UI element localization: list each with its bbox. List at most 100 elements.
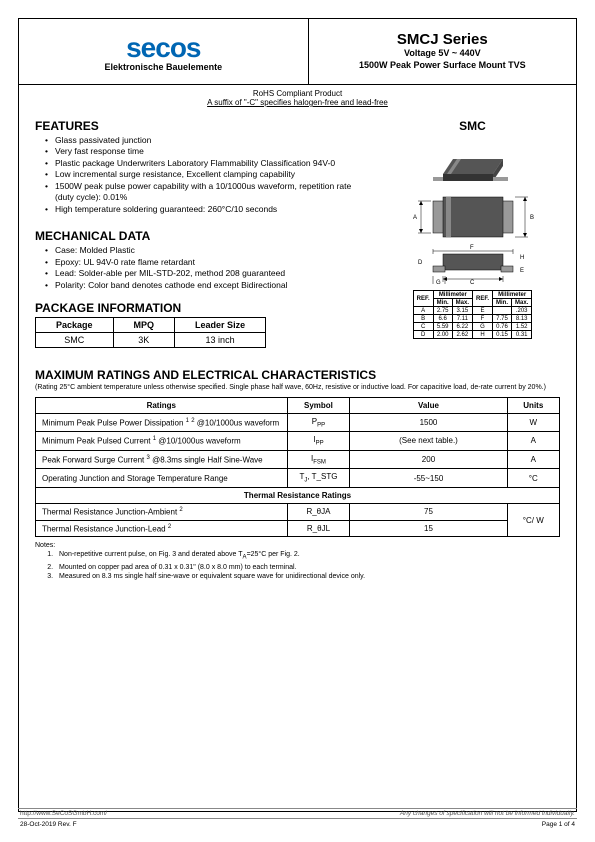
dim-cell: 2.75: [433, 307, 452, 315]
dim-cell: 8.13: [512, 315, 532, 323]
dim-cell: [493, 307, 512, 315]
pkg-td-2: 13 inch: [175, 333, 266, 348]
series-title: SMCJ Series: [397, 31, 488, 48]
svg-text:E: E: [520, 268, 524, 274]
dim-cell: 0.76: [493, 323, 512, 331]
rating-value: 200: [350, 450, 507, 469]
footer-rev: 28-Oct-2019 Rev. F: [20, 821, 77, 828]
note-item: Mounted on copper pad area of 0.31 x 0.3…: [55, 563, 560, 572]
feature-item: Low incremental surge resistance, Excell…: [45, 169, 361, 180]
rating-value: -55~150: [350, 469, 507, 488]
dim-cell: F: [473, 315, 493, 323]
dim-cell: H: [473, 331, 493, 339]
rating-unit: A: [507, 450, 559, 469]
dim-cell: 5.59: [433, 323, 452, 331]
dim-cell: E: [473, 307, 493, 315]
dim-cell: 6.22: [452, 323, 472, 331]
dim-cell: B: [413, 315, 433, 323]
rating-desc: Peak Forward Surge Current 3 @8.3ms sing…: [36, 450, 288, 469]
left-column: FEATURES Glass passivated junctionVery f…: [35, 119, 361, 348]
dim-th-ref2: REF.: [473, 291, 493, 307]
company-tagline: Elektronische Bauelemente: [105, 62, 223, 72]
dim-cell: A: [413, 307, 433, 315]
dim-cell: 0.31: [512, 331, 532, 339]
dim-th-min2: Min.: [493, 299, 512, 307]
page-border: secos Elektronische Bauelemente SMCJ Ser…: [18, 18, 577, 812]
dim-cell: .203: [512, 307, 532, 315]
dim-cell: 1.52: [512, 323, 532, 331]
footer-page: Page 1 of 4: [542, 821, 575, 828]
dimension-table: REF. Millimeter REF. Millimeter Min. Max…: [413, 290, 533, 339]
thermal-value: 15: [350, 520, 507, 537]
series-power: 1500W Peak Power Surface Mount TVS: [359, 60, 526, 72]
smc-label: SMC: [385, 119, 560, 133]
feature-item: Plastic package Underwriters Laboratory …: [45, 158, 361, 169]
rating-unit: A: [507, 432, 559, 451]
dim-th-min1: Min.: [433, 299, 452, 307]
svg-text:H: H: [520, 255, 524, 261]
dim-cell: 7.11: [452, 315, 472, 323]
feature-item: 1500W peak pulse power capability with a…: [45, 181, 361, 204]
rating-symbol: IPP: [287, 432, 350, 451]
thermal-title: Thermal Resistance Ratings: [36, 487, 560, 503]
mechanical-list: Case: Molded PlasticEpoxy: UL 94V-0 rate…: [35, 245, 361, 291]
svg-text:C: C: [470, 280, 475, 286]
dim-th-max2: Max.: [512, 299, 532, 307]
company-logo: secos: [126, 32, 200, 64]
rating-symbol: IFSM: [287, 450, 350, 469]
rat-th-2: Value: [350, 397, 507, 413]
pkg-td-1: 3K: [113, 333, 175, 348]
mechanical-item: Case: Molded Plastic: [45, 245, 361, 256]
svg-text:G: G: [436, 280, 441, 286]
thermal-unit: °C/ W: [507, 503, 559, 536]
rating-value: (See next table.): [350, 432, 507, 451]
rating-symbol: PPP: [287, 413, 350, 432]
thermal-symbol: R_θJA: [287, 503, 350, 520]
package-info-title: PACKAGE INFORMATION: [35, 301, 361, 315]
rating-unit: °C: [507, 469, 559, 488]
rating-desc: Minimum Peak Pulse Power Dissipation 1 2…: [36, 413, 288, 432]
dim-cell: 0.15: [493, 331, 512, 339]
smc-3d-view: [428, 139, 518, 189]
dim-cell: 2.00: [433, 331, 452, 339]
thermal-desc: Thermal Resistance Junction-Ambient 2: [36, 503, 288, 520]
mechanical-item: Epoxy: UL 94V-0 rate flame retardant: [45, 257, 361, 268]
dim-th-max1: Max.: [452, 299, 472, 307]
mechanical-item: Lead: Solder-able per MIL-STD-202, metho…: [45, 268, 361, 279]
rating-desc: Operating Junction and Storage Temperatu…: [36, 469, 288, 488]
package-table: Package MPQ Leader Size SMC 3K 13 inch: [35, 317, 266, 348]
dim-cell: 7.75: [493, 315, 512, 323]
pkg-td-0: SMC: [36, 333, 114, 348]
dim-cell: 3.15: [452, 307, 472, 315]
footer-disclaimer: Any changes of specification will not be…: [400, 810, 575, 817]
header-title-cell: SMCJ Series Voltage 5V ~ 440V 1500W Peak…: [309, 19, 576, 84]
pkg-th-1: MPQ: [113, 318, 175, 333]
note-item: Non-repetitive current pulse, on Fig. 3 …: [55, 550, 560, 562]
package-graphics: SMC A: [385, 119, 560, 339]
svg-text:A: A: [413, 215, 417, 221]
svg-text:D: D: [418, 260, 423, 266]
feature-item: High temperature soldering guaranteed: 2…: [45, 204, 361, 215]
ratings-table: Ratings Symbol Value Units Minimum Peak …: [35, 397, 560, 538]
rating-desc: Minimum Peak Pulsed Current 1 @10/1000us…: [36, 432, 288, 451]
header-logo-cell: secos Elektronische Bauelemente: [19, 19, 309, 84]
thermal-symbol: R_θJL: [287, 520, 350, 537]
notes-block: Notes: Non-repetitive current pulse, on …: [35, 541, 560, 580]
series-voltage: Voltage 5V ~ 440V: [404, 48, 481, 60]
rohs-line1: RoHS Compliant Product: [19, 89, 576, 98]
smc-side-view: C G F D H E: [398, 244, 548, 286]
dim-th-mm2: Millimeter: [493, 291, 532, 299]
svg-text:F: F: [470, 245, 474, 251]
dim-cell: G: [473, 323, 493, 331]
rohs-block: RoHS Compliant Product A suffix of "-C" …: [19, 85, 576, 109]
note-item: Measured on 8.3 ms single half sine-wave…: [55, 572, 560, 581]
rat-th-1: Symbol: [287, 397, 350, 413]
mechanical-title: MECHANICAL DATA: [35, 229, 361, 243]
notes-list: Non-repetitive current pulse, on Fig. 3 …: [35, 550, 560, 580]
thermal-value: 75: [350, 503, 507, 520]
dim-cell: 6.6: [433, 315, 452, 323]
footer-url: http://www.SeCoSGmbH.com/: [20, 810, 107, 817]
features-title: FEATURES: [35, 119, 361, 133]
ratings-note: (Rating 25°C ambient temperature unless …: [35, 384, 560, 392]
rat-th-0: Ratings: [36, 397, 288, 413]
